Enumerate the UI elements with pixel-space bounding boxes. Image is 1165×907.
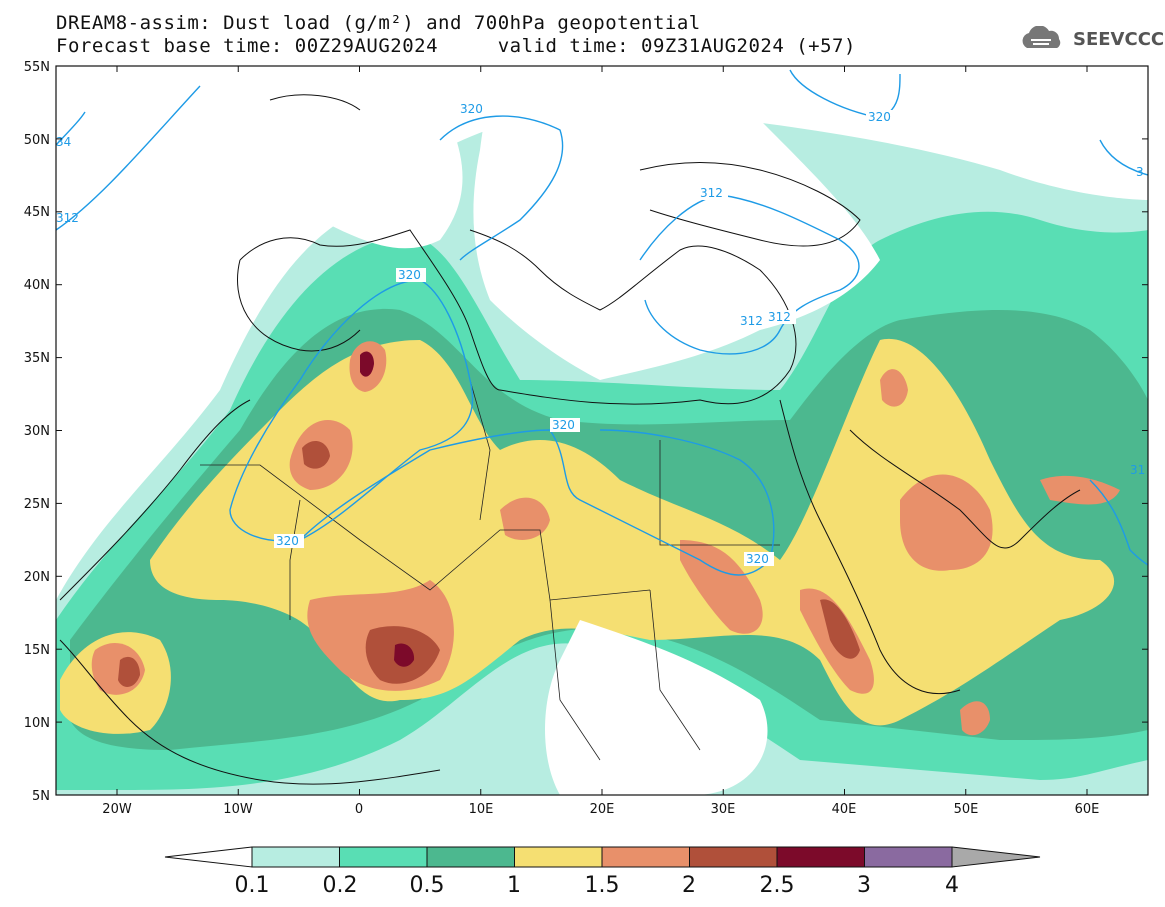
cloud-icon <box>1022 26 1061 48</box>
lat-label: 55N <box>24 60 50 75</box>
contour-label: 320 <box>398 268 421 282</box>
contour-label: 320 <box>552 418 575 432</box>
colorbar-label: 4 <box>945 873 959 898</box>
lat-label: 15N <box>24 643 50 658</box>
lon-label: 10E <box>469 802 494 817</box>
lon-label: 20E <box>590 802 615 817</box>
colorbar-segment <box>951 846 1041 868</box>
contour-label: 320 <box>276 534 299 548</box>
lat-label: 50N <box>24 133 50 148</box>
lat-label: 25N <box>24 497 50 512</box>
contour-label: 34 <box>56 135 71 149</box>
colorbar-label: 0.5 <box>410 873 445 898</box>
colorbar-label: 3 <box>857 873 871 898</box>
colorbar-label: 2 <box>682 873 696 898</box>
contour-label: 312 <box>768 310 791 324</box>
chart-title: DREAM8-assim: Dust load (g/m²) and 700hP… <box>56 12 701 34</box>
lat-label: 30N <box>24 424 50 439</box>
colorbar-segment <box>864 846 953 868</box>
colorbar-segment <box>776 846 865 868</box>
lat-label: 10N <box>24 716 50 731</box>
lon-label: 30E <box>711 802 736 817</box>
colorbar-segment <box>689 846 778 868</box>
contour-label: 320 <box>460 102 483 116</box>
colorbar-segment <box>339 846 428 868</box>
colorbar-segment <box>514 846 603 868</box>
colorbar <box>164 846 1041 868</box>
dust-field <box>56 66 1148 795</box>
lat-label: 20N <box>24 570 50 585</box>
contour-label: 320 <box>746 552 769 566</box>
contour-label: 31 <box>1130 463 1145 477</box>
lon-label: 10W <box>223 802 253 817</box>
forecast-time-line: Forecast base time: 00Z29AUG2024 valid t… <box>56 35 856 57</box>
borders <box>200 379 780 761</box>
lat-label: 40N <box>24 278 50 293</box>
contour-label: 312 <box>740 314 763 328</box>
lat-label: 5N <box>32 789 50 804</box>
colorbar-label: 1 <box>507 873 521 898</box>
contour-label: 3 <box>1136 165 1144 179</box>
logo: SEEVCCC <box>1017 26 1164 52</box>
lon-label: 50E <box>954 802 979 817</box>
lon-label: 0 <box>355 802 363 817</box>
lon-label: 40E <box>832 802 857 817</box>
colorbar-segment <box>601 846 690 868</box>
colorbar-label: 2.5 <box>760 873 795 898</box>
colorbar-label: 0.1 <box>235 873 270 898</box>
lat-label: 45N <box>24 205 50 220</box>
colorbar-label: 0.2 <box>323 873 358 898</box>
lon-label: 60E <box>1075 802 1100 817</box>
logo-text: SEEVCCC <box>1073 28 1165 50</box>
contour-label: 320 <box>868 110 891 124</box>
colorbar-segment <box>164 846 253 868</box>
contour-label: 312 <box>56 211 79 225</box>
contour-label: 312 <box>700 186 723 200</box>
colorbar-segment <box>426 846 515 868</box>
longitude-labels: 20W 10W 0 10E 20E 30E 40E 50E 60E <box>102 802 1099 817</box>
latitude-labels: 55N 50N 45N 40N 35N 30N 25N 20N 15N 10N … <box>24 60 50 804</box>
colorbar-segment <box>251 846 340 868</box>
colorbar-label: 1.5 <box>585 873 620 898</box>
lon-label: 20W <box>102 802 132 817</box>
colorbar-labels: 0.1 0.2 0.5 1 1.5 2 2.5 3 4 <box>235 873 960 898</box>
coastlines <box>59 94 1081 785</box>
lat-label: 35N <box>24 351 50 366</box>
contour-labels: 34 312 320 320 320 320 312 320 312 312 3… <box>56 102 1145 566</box>
axis-ticks <box>56 65 1148 796</box>
